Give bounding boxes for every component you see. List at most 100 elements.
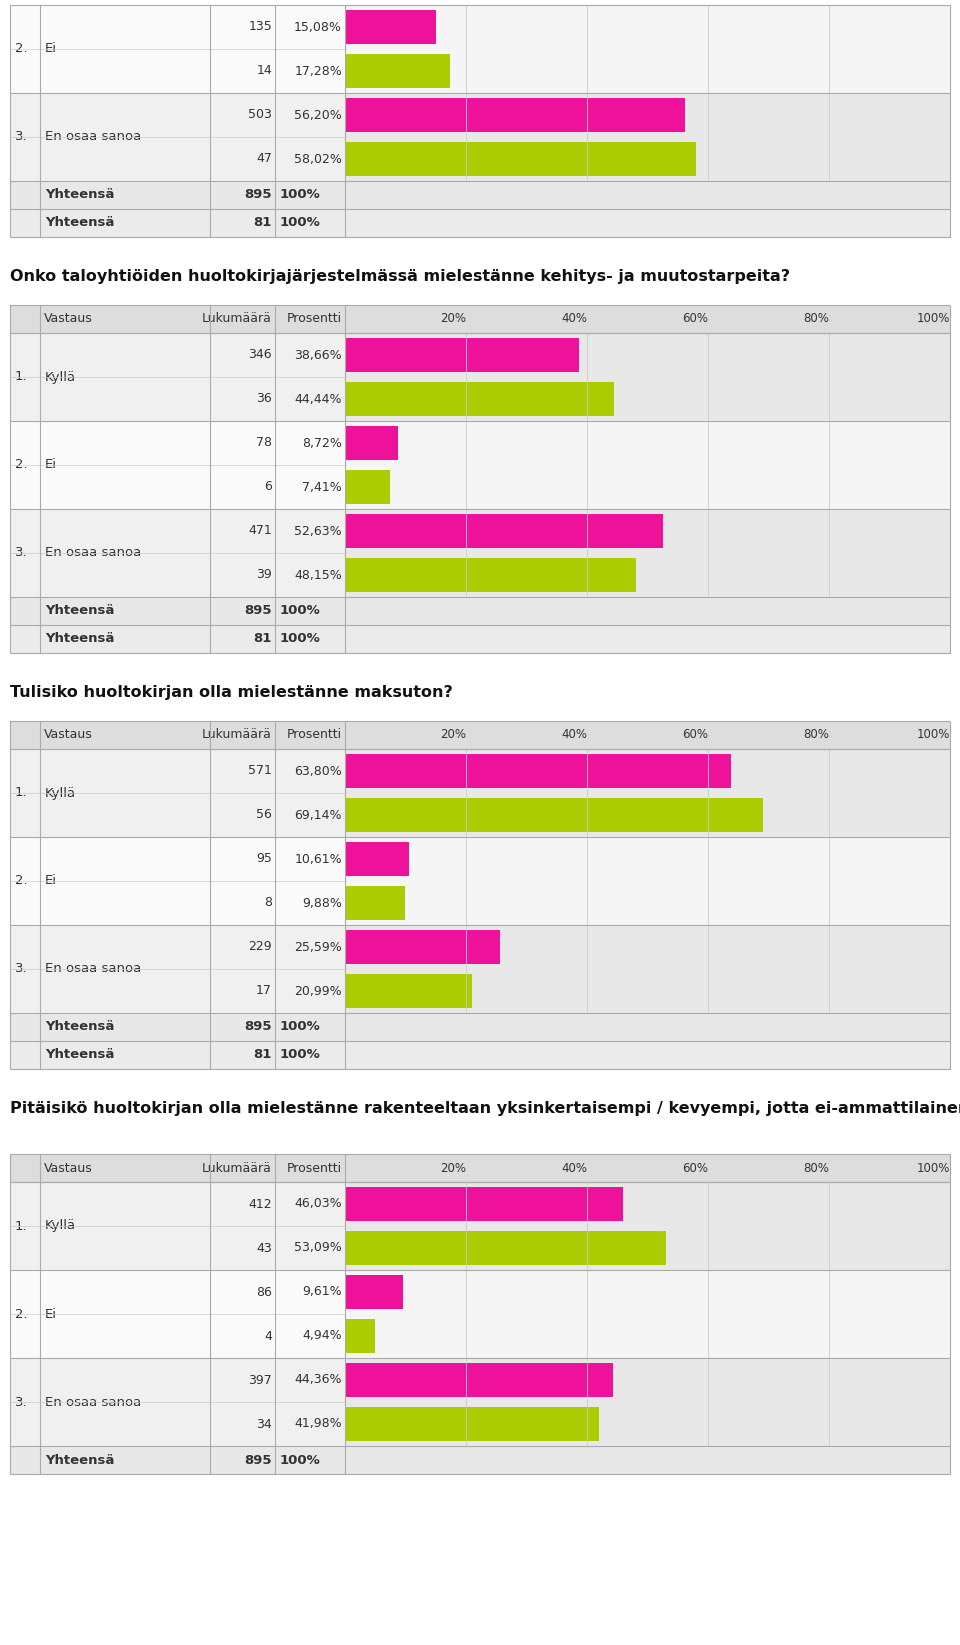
Text: Kyllä: Kyllä (45, 370, 76, 383)
Bar (10, 1183, 345, 1270)
Text: 38,66%: 38,66% (295, 349, 342, 362)
Text: 3.: 3. (15, 546, 28, 559)
Bar (345, 558, 636, 592)
Text: 100%: 100% (280, 604, 321, 617)
Text: Yhteensä: Yhteensä (45, 1020, 114, 1033)
Text: 60%: 60% (682, 729, 708, 742)
Text: Vastaus: Vastaus (44, 313, 93, 326)
Bar (345, 1402, 950, 1446)
Bar (10, 304, 950, 332)
Text: En osaa sanoa: En osaa sanoa (45, 962, 141, 975)
Text: 895: 895 (245, 1020, 272, 1033)
Text: 2.: 2. (15, 875, 28, 888)
Text: 60%: 60% (682, 313, 708, 326)
Bar (345, 1359, 950, 1402)
Text: 6: 6 (264, 480, 272, 494)
Text: Lukumäärä: Lukumäärä (203, 729, 272, 742)
Text: 8: 8 (264, 897, 272, 910)
Bar (345, 513, 663, 548)
Bar (345, 798, 763, 832)
Text: 3.: 3. (15, 962, 28, 975)
Bar (345, 332, 950, 377)
Bar (10, 94, 345, 181)
Text: 40%: 40% (561, 1161, 587, 1175)
Bar (345, 1183, 950, 1226)
Text: Yhteensä: Yhteensä (45, 1454, 114, 1466)
Text: 39: 39 (256, 569, 272, 581)
Bar (345, 54, 449, 87)
Text: 48,15%: 48,15% (295, 569, 342, 581)
Bar (345, 887, 405, 920)
Bar (345, 137, 950, 181)
Bar (345, 382, 613, 416)
Text: Prosentti: Prosentti (287, 729, 342, 742)
Text: 100%: 100% (280, 1020, 321, 1033)
Text: Prosentti: Prosentti (287, 313, 342, 326)
Bar (10, 5, 345, 94)
Text: 4: 4 (264, 1329, 272, 1342)
Bar (345, 924, 950, 969)
Text: 895: 895 (245, 189, 272, 201)
Text: 100%: 100% (280, 632, 321, 645)
Text: Ei: Ei (45, 875, 57, 888)
Bar (10, 508, 345, 597)
Text: 52,63%: 52,63% (295, 525, 342, 538)
Text: Yhteensä: Yhteensä (45, 189, 114, 201)
Text: 47: 47 (256, 153, 272, 166)
Text: 81: 81 (253, 217, 272, 230)
Bar (345, 1275, 403, 1309)
Bar (10, 748, 345, 837)
Text: 17,28%: 17,28% (295, 64, 342, 77)
Bar (345, 10, 436, 44)
Bar (10, 1155, 950, 1183)
Text: 56: 56 (256, 808, 272, 821)
Text: En osaa sanoa: En osaa sanoa (45, 1395, 141, 1408)
Text: 46,03%: 46,03% (295, 1198, 342, 1211)
Text: 40%: 40% (561, 313, 587, 326)
Text: 100%: 100% (280, 1454, 321, 1466)
Text: 100%: 100% (917, 1161, 950, 1175)
Text: 9,88%: 9,88% (302, 897, 342, 910)
Bar (345, 1406, 599, 1441)
Text: 25,59%: 25,59% (295, 941, 342, 954)
Bar (345, 553, 950, 597)
Text: Kyllä: Kyllä (45, 1219, 76, 1232)
Text: 100%: 100% (917, 313, 950, 326)
Text: 100%: 100% (917, 729, 950, 742)
Text: Ei: Ei (45, 43, 57, 56)
Text: 58,02%: 58,02% (294, 153, 342, 166)
Bar (10, 1446, 950, 1474)
Text: 78: 78 (256, 436, 272, 449)
Text: 81: 81 (253, 1048, 272, 1061)
Bar (345, 882, 950, 924)
Text: 7,41%: 7,41% (302, 480, 342, 494)
Text: 895: 895 (245, 1454, 272, 1466)
Bar (10, 721, 950, 748)
Bar (345, 508, 950, 553)
Text: 229: 229 (249, 941, 272, 954)
Bar (345, 466, 950, 508)
Bar (345, 470, 390, 503)
Text: 9,61%: 9,61% (302, 1285, 342, 1298)
Bar (345, 141, 696, 176)
Text: Ei: Ei (45, 1308, 57, 1321)
Text: 100%: 100% (280, 189, 321, 201)
Bar (345, 837, 950, 882)
Text: 346: 346 (249, 349, 272, 362)
Text: Yhteensä: Yhteensä (45, 217, 114, 230)
Bar (10, 1013, 950, 1041)
Text: 503: 503 (248, 109, 272, 122)
Text: Lukumäärä: Lukumäärä (203, 1161, 272, 1175)
Text: 44,36%: 44,36% (295, 1374, 342, 1387)
Bar (345, 1319, 375, 1352)
Text: Vastaus: Vastaus (44, 729, 93, 742)
Text: 95: 95 (256, 852, 272, 865)
Bar (345, 1270, 950, 1314)
Text: 135: 135 (249, 20, 272, 33)
Bar (345, 748, 950, 793)
Bar (10, 924, 345, 1013)
Bar (345, 969, 950, 1013)
Text: 60%: 60% (682, 1161, 708, 1175)
Text: 36: 36 (256, 393, 272, 406)
Text: Kyllä: Kyllä (45, 786, 76, 799)
